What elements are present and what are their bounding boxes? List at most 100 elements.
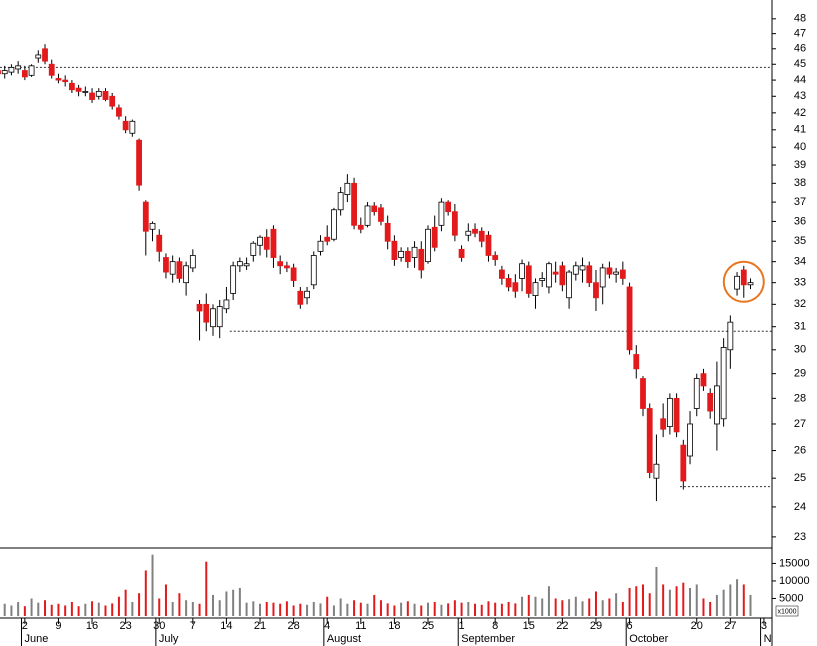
volume-bar bbox=[648, 593, 651, 616]
volume-bar bbox=[178, 593, 181, 616]
candle-body bbox=[136, 139, 142, 186]
candle-body bbox=[337, 192, 344, 211]
y-tick-label: 42 bbox=[794, 107, 806, 119]
candle-body bbox=[68, 82, 75, 91]
month-label: October bbox=[629, 633, 668, 645]
candle-body bbox=[243, 263, 250, 267]
candle-body bbox=[371, 205, 378, 213]
y-tick-label: 25 bbox=[794, 472, 806, 484]
volume-bar bbox=[30, 598, 33, 616]
candle-body bbox=[236, 261, 243, 267]
volume-bar bbox=[3, 603, 6, 616]
volume-bar bbox=[64, 605, 67, 616]
candle-body bbox=[216, 306, 223, 328]
volume-bar bbox=[467, 601, 470, 616]
volume-bar bbox=[594, 591, 597, 616]
x-tick-label: 9 bbox=[55, 620, 61, 632]
volume-bar bbox=[601, 600, 604, 616]
y-tick-label: 39 bbox=[794, 159, 806, 171]
candle-body bbox=[539, 278, 546, 281]
month-label: August bbox=[327, 633, 361, 645]
volume-bar bbox=[635, 586, 638, 616]
volume-bar bbox=[312, 601, 315, 616]
candle-body bbox=[593, 282, 599, 299]
candle-body bbox=[693, 378, 700, 409]
candle-body bbox=[646, 408, 653, 473]
volume-bar bbox=[662, 584, 665, 616]
volume-bar bbox=[521, 596, 524, 616]
volume-bar bbox=[245, 602, 248, 616]
volume-bar bbox=[131, 601, 134, 616]
candle-body bbox=[290, 267, 297, 281]
candle-body bbox=[740, 269, 747, 286]
volume-bar bbox=[346, 603, 349, 616]
candle-body bbox=[438, 201, 445, 226]
y-tick-label: 24 bbox=[794, 501, 806, 513]
y-tick-label: 32 bbox=[794, 298, 806, 310]
candle-body bbox=[263, 236, 270, 250]
candle-body bbox=[451, 211, 458, 236]
candle-body bbox=[445, 201, 452, 213]
candle-body bbox=[425, 228, 431, 263]
volume-bar bbox=[406, 601, 409, 616]
candle-body bbox=[653, 463, 660, 479]
candle-body bbox=[546, 263, 552, 288]
candle-body bbox=[458, 248, 465, 258]
candle-body bbox=[519, 263, 525, 279]
y-tick-label: 43 bbox=[794, 90, 806, 102]
volume-bar bbox=[373, 594, 376, 616]
volume-bar bbox=[117, 596, 120, 616]
candle-body bbox=[404, 250, 411, 263]
volume-bar bbox=[359, 602, 362, 616]
x-tick-label: 11 bbox=[355, 620, 366, 632]
candle-body bbox=[680, 444, 687, 482]
y-tick-label: 48 bbox=[794, 13, 806, 25]
y-tick-label: 47 bbox=[794, 28, 806, 40]
candle-body bbox=[720, 347, 727, 420]
candle-body bbox=[116, 107, 122, 117]
candle-body bbox=[364, 205, 371, 226]
volume-bar bbox=[715, 594, 718, 616]
volume-tick-label: 5000 bbox=[779, 592, 803, 604]
candle-body bbox=[619, 269, 626, 279]
volume-bar bbox=[265, 601, 268, 616]
volume-bar bbox=[225, 591, 228, 616]
candle-body bbox=[163, 257, 169, 273]
volume-bar bbox=[568, 599, 571, 616]
volume-bar bbox=[487, 601, 490, 616]
candle-body bbox=[89, 92, 95, 100]
x-tick-label: 14 bbox=[220, 620, 232, 632]
y-tick-label: 34 bbox=[794, 256, 806, 268]
candle-body bbox=[297, 290, 304, 305]
candle-body bbox=[176, 261, 183, 279]
volume-bar bbox=[507, 601, 510, 616]
volume-bar bbox=[366, 603, 369, 616]
volume-bar bbox=[668, 589, 671, 616]
y-tick-label: 23 bbox=[794, 531, 806, 543]
x-tick-label: 27 bbox=[724, 620, 736, 632]
volume-bar bbox=[608, 598, 611, 616]
candle-body bbox=[505, 278, 512, 288]
volume-bar bbox=[272, 602, 275, 616]
volume-bar bbox=[574, 596, 577, 616]
candle-body bbox=[21, 70, 28, 78]
y-tick-label: 33 bbox=[794, 277, 806, 289]
volume-bar bbox=[393, 605, 396, 616]
volume-bar bbox=[259, 603, 262, 616]
volume-bar bbox=[736, 579, 739, 616]
candle-body bbox=[485, 234, 492, 256]
x-tick-label: 4 bbox=[324, 620, 330, 632]
volume-bar bbox=[460, 602, 463, 616]
highlight-circle bbox=[722, 260, 765, 303]
x-tick-label: 2 bbox=[22, 620, 28, 632]
y-tick-label: 38 bbox=[794, 177, 806, 189]
candle-body bbox=[15, 65, 22, 70]
candle-body bbox=[552, 271, 559, 275]
x-tick-label: 22 bbox=[556, 620, 568, 632]
candle-body bbox=[572, 265, 579, 275]
x-tick-label: 20 bbox=[691, 620, 703, 632]
volume-bar bbox=[171, 601, 174, 616]
volume-bar bbox=[379, 600, 382, 616]
volume-bar bbox=[77, 606, 80, 616]
y-tick-label: 28 bbox=[794, 392, 806, 404]
